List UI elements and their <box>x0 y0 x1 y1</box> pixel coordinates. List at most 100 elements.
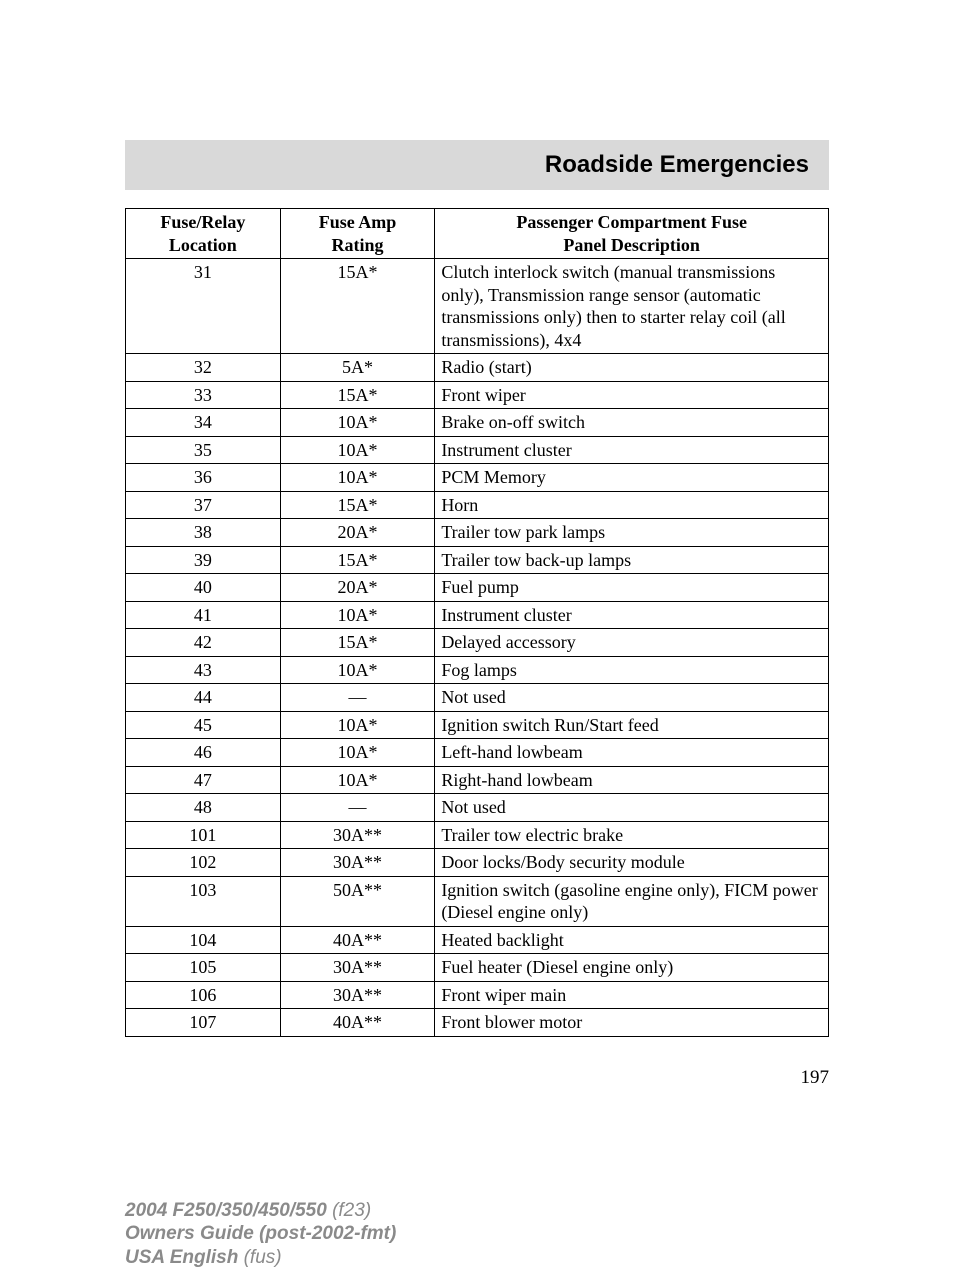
table-header: Fuse/Relay Location Fuse Amp Rating Pass… <box>126 209 829 259</box>
table-row: 3115A*Clutch interlock switch (manual tr… <box>126 259 829 354</box>
cell-amp-rating: 15A* <box>280 381 435 409</box>
cell-location: 31 <box>126 259 281 354</box>
cell-amp-rating: 10A* <box>280 464 435 492</box>
col-header-amp: Fuse Amp Rating <box>280 209 435 259</box>
section-header-title: Roadside Emergencies <box>545 151 809 179</box>
cell-location: 32 <box>126 354 281 382</box>
col-header-line: Fuse/Relay <box>160 212 245 232</box>
cell-amp-rating: 10A* <box>280 436 435 464</box>
cell-location: 101 <box>126 821 281 849</box>
cell-description: Trailer tow back-up lamps <box>435 546 829 574</box>
cell-amp-rating: 15A* <box>280 546 435 574</box>
footer-line-1: 2004 F250/350/450/550 (f23) <box>125 1199 829 1223</box>
col-header-line: Fuse Amp <box>319 212 397 232</box>
cell-description: Front wiper <box>435 381 829 409</box>
table-row: 4310A*Fog lamps <box>126 656 829 684</box>
cell-amp-rating: 30A** <box>280 849 435 877</box>
table-row: 3715A*Horn <box>126 491 829 519</box>
table-row: 10130A**Trailer tow electric brake <box>126 821 829 849</box>
cell-location: 36 <box>126 464 281 492</box>
cell-location: 39 <box>126 546 281 574</box>
table-row: 3915A*Trailer tow back-up lamps <box>126 546 829 574</box>
cell-description: Front blower motor <box>435 1009 829 1037</box>
table-row: 3610A*PCM Memory <box>126 464 829 492</box>
cell-description: Brake on-off switch <box>435 409 829 437</box>
table-row: 4510A*Ignition switch Run/Start feed <box>126 711 829 739</box>
table-row: 4710A*Right-hand lowbeam <box>126 766 829 794</box>
cell-location: 104 <box>126 926 281 954</box>
cell-amp-rating: 30A** <box>280 981 435 1009</box>
table-row: 3820A*Trailer tow park lamps <box>126 519 829 547</box>
cell-description: Trailer tow park lamps <box>435 519 829 547</box>
cell-amp-rating: 10A* <box>280 739 435 767</box>
table-row: 48—Not used <box>126 794 829 822</box>
cell-location: 47 <box>126 766 281 794</box>
table-row: 10350A**Ignition switch (gasoline engine… <box>126 876 829 926</box>
col-header-line: Location <box>169 235 237 255</box>
cell-location: 107 <box>126 1009 281 1037</box>
col-header-location: Fuse/Relay Location <box>126 209 281 259</box>
cell-amp-rating: 30A** <box>280 821 435 849</box>
cell-description: Ignition switch Run/Start feed <box>435 711 829 739</box>
footer-code: (f23) <box>327 1200 371 1221</box>
cell-amp-rating: 10A* <box>280 766 435 794</box>
cell-location: 103 <box>126 876 281 926</box>
cell-location: 46 <box>126 739 281 767</box>
cell-description: Delayed accessory <box>435 629 829 657</box>
cell-amp-rating: 15A* <box>280 629 435 657</box>
footer-line-2: Owners Guide (post-2002-fmt) <box>125 1222 829 1246</box>
cell-description: Right-hand lowbeam <box>435 766 829 794</box>
table-row: 44—Not used <box>126 684 829 712</box>
table-row: 10530A**Fuel heater (Diesel engine only) <box>126 954 829 982</box>
cell-amp-rating: — <box>280 794 435 822</box>
cell-location: 48 <box>126 794 281 822</box>
table-row: 10740A**Front blower motor <box>126 1009 829 1037</box>
table-body: 3115A*Clutch interlock switch (manual tr… <box>126 259 829 1037</box>
footer-code: (fus) <box>238 1247 281 1268</box>
cell-location: 37 <box>126 491 281 519</box>
cell-amp-rating: 40A** <box>280 1009 435 1037</box>
cell-description: Radio (start) <box>435 354 829 382</box>
cell-description: Fog lamps <box>435 656 829 684</box>
cell-description: Horn <box>435 491 829 519</box>
cell-amp-rating: 20A* <box>280 574 435 602</box>
table-row: 10440A**Heated backlight <box>126 926 829 954</box>
fuse-table: Fuse/Relay Location Fuse Amp Rating Pass… <box>125 208 829 1037</box>
cell-amp-rating: 15A* <box>280 491 435 519</box>
cell-location: 105 <box>126 954 281 982</box>
cell-description: Trailer tow electric brake <box>435 821 829 849</box>
cell-amp-rating: 10A* <box>280 601 435 629</box>
cell-amp-rating: 5A* <box>280 354 435 382</box>
table-row: 4610A*Left-hand lowbeam <box>126 739 829 767</box>
cell-amp-rating: 50A** <box>280 876 435 926</box>
cell-description: Instrument cluster <box>435 601 829 629</box>
col-header-line: Passenger Compartment Fuse <box>516 212 747 232</box>
page-number: 197 <box>125 1067 829 1089</box>
footer-line-3: USA English (fus) <box>125 1246 829 1270</box>
cell-location: 45 <box>126 711 281 739</box>
cell-location: 38 <box>126 519 281 547</box>
table-row: 4020A*Fuel pump <box>126 574 829 602</box>
section-header-bar: Roadside Emergencies <box>125 140 829 190</box>
footer: 2004 F250/350/450/550 (f23) Owners Guide… <box>125 1199 829 1270</box>
cell-description: Ignition switch (gasoline engine only), … <box>435 876 829 926</box>
cell-description: Heated backlight <box>435 926 829 954</box>
col-header-description: Passenger Compartment Fuse Panel Descrip… <box>435 209 829 259</box>
table-row: 4110A*Instrument cluster <box>126 601 829 629</box>
cell-location: 40 <box>126 574 281 602</box>
cell-description: Not used <box>435 794 829 822</box>
cell-location: 43 <box>126 656 281 684</box>
table-row: 4215A*Delayed accessory <box>126 629 829 657</box>
cell-location: 33 <box>126 381 281 409</box>
col-header-line: Panel Description <box>563 235 700 255</box>
cell-description: Fuel pump <box>435 574 829 602</box>
cell-location: 102 <box>126 849 281 877</box>
page-container: Roadside Emergencies Fuse/Relay Location… <box>0 0 954 1270</box>
cell-description: Front wiper main <box>435 981 829 1009</box>
table-row: 3510A*Instrument cluster <box>126 436 829 464</box>
footer-model: 2004 F250/350/450/550 <box>125 1200 327 1221</box>
footer-region: USA English <box>125 1247 238 1268</box>
cell-amp-rating: 10A* <box>280 656 435 684</box>
table-row: 10230A**Door locks/Body security module <box>126 849 829 877</box>
cell-amp-rating: 30A** <box>280 954 435 982</box>
